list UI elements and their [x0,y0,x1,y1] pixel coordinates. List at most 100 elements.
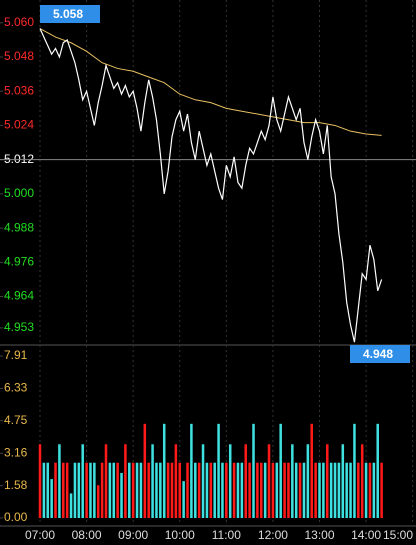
volume-bar [271,462,275,518]
y-tick-label: 5.012 [4,152,34,166]
volume-bar [50,479,53,518]
volume-bar [131,462,135,518]
volume-bar [310,423,314,518]
volume-bar [326,444,329,518]
volume-bar [120,472,123,518]
x-tick-label: 14:00 [351,528,381,542]
volume-bar [306,444,310,518]
volume-bar [353,423,356,518]
volume-bar [260,462,263,518]
y-tick-label: 4.75 [4,413,28,427]
volume-bar [69,493,73,518]
volume-bar [302,462,306,518]
volume-bar [263,462,267,518]
volume-bar [217,423,220,518]
volume-bar [104,444,108,518]
volume-bar [298,462,302,518]
volume-bar [337,462,341,518]
x-tick-label: 12:00 [258,528,288,542]
volume-bar [155,462,158,518]
volume-bar [108,462,112,518]
y-tick-label: 1.58 [4,478,28,492]
volume-bar [96,485,100,518]
volume-bar [275,462,279,518]
y-tick-label: 4.976 [4,254,34,268]
volume-bar [178,462,182,518]
volume-bar [349,462,352,518]
y-tick-label: 0.00 [4,510,28,524]
volume-bar [159,462,162,518]
y-tick-label: 4.988 [4,220,34,234]
x-tick-label: 13:00 [304,528,334,542]
volume-bar [190,423,193,518]
y-tick-label: 5.000 [4,186,34,200]
volume-bar [333,462,337,518]
volume-bar [128,462,131,518]
volume-bar [112,462,116,518]
y-tick-label: 3.16 [4,445,28,459]
volume-bar [267,444,271,518]
y-tick-label: 4.953 [4,320,34,334]
price-badge [350,345,410,363]
volume-bar [124,444,127,518]
x-tick-label: 07:00 [25,528,55,542]
x-tick-label: 10:00 [165,528,195,542]
volume-bar [62,462,65,518]
volume-bar [228,444,232,518]
volume-bar [162,423,166,518]
volume-bar [360,444,364,518]
x-tick-label: 15:00 [383,528,413,542]
volume-bar [252,423,255,518]
volume-bar [368,462,372,518]
x-tick-label: 11:00 [212,528,241,542]
y-tick-label: 5.024 [4,118,34,132]
volume-bar [73,462,77,518]
volume-bar [225,462,228,518]
volume-bar [58,444,61,518]
volume-bar [341,444,345,518]
volume-bar [236,462,240,518]
volume-bar [139,462,143,518]
volume-bar [248,462,251,518]
volume-bar [209,462,213,518]
volume-bar [81,444,84,518]
price-line [39,28,383,343]
volume-bar [279,423,282,518]
volume-bar [376,423,379,518]
volume-bar [89,462,92,518]
x-tick-label: 08:00 [72,528,102,542]
volume-bar [100,462,104,518]
volume-bar [85,462,88,518]
y-tick-label: 5.048 [4,49,34,63]
volume-bar [314,462,317,518]
y-tick-label: 7.91 [4,348,28,362]
volume-bar [283,462,286,518]
volume-bar [194,462,197,518]
price-badge-label: 4.948 [363,347,393,361]
volume-bar [205,462,209,518]
volume-bar [65,462,69,518]
volume-bar [93,462,96,518]
price-badge [40,5,100,23]
average-line [39,28,382,136]
volume-bar [197,462,201,518]
volume-bar [291,444,294,518]
volume-bar [294,462,298,518]
y-tick-label: 4.964 [4,289,34,303]
volume-bar [244,444,248,518]
volume-bar [322,462,325,518]
volume-bar [329,462,333,518]
volume-bar [357,462,360,518]
volume-bar [232,462,236,518]
y-tick-label: 5.036 [4,83,34,97]
volume-bar [256,462,259,518]
y-tick-label: 6.33 [4,381,28,395]
y-tick-label: 5.060 [4,15,34,29]
volume-bar [186,462,189,518]
volume-bar [174,444,178,518]
x-tick-label: 09:00 [118,528,148,542]
volume-bar [77,462,81,518]
price-badge-label: 5.058 [53,7,83,21]
volume-bar [372,462,376,518]
